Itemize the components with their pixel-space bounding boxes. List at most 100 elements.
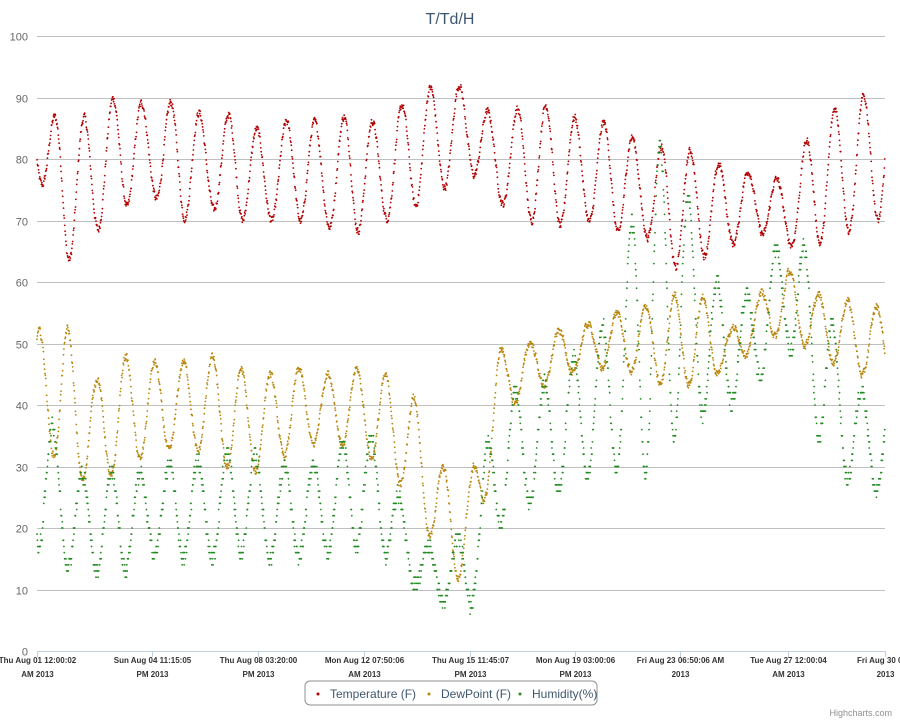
data-point	[418, 189, 421, 192]
data-point	[496, 365, 499, 367]
data-point	[70, 345, 72, 348]
data-point	[523, 357, 526, 360]
data-point	[521, 371, 524, 374]
data-point	[624, 178, 627, 181]
data-point	[310, 436, 313, 439]
data-point	[331, 216, 334, 219]
data-point	[208, 545, 211, 548]
data-point	[693, 358, 695, 361]
data-point	[825, 334, 828, 336]
data-point	[649, 228, 652, 231]
data-point	[296, 200, 298, 202]
data-point	[593, 197, 595, 200]
data-point	[51, 452, 54, 455]
data-point	[571, 124, 574, 127]
data-point	[771, 330, 773, 333]
data-point	[630, 373, 633, 376]
data-point	[64, 230, 66, 233]
data-point	[91, 398, 94, 400]
data-point	[372, 457, 374, 460]
data-point	[410, 177, 413, 180]
data-point	[198, 445, 201, 448]
data-point	[236, 527, 239, 529]
data-point	[640, 202, 643, 205]
data-point	[105, 160, 107, 163]
data-point	[582, 180, 585, 182]
data-point	[89, 521, 91, 523]
data-point	[105, 508, 107, 511]
data-point	[91, 183, 93, 186]
data-point	[400, 479, 403, 482]
data-point	[695, 333, 698, 336]
data-point	[301, 214, 304, 217]
data-point	[119, 387, 122, 390]
data-point	[233, 410, 236, 413]
data-point	[507, 375, 510, 377]
data-point	[373, 451, 376, 453]
data-point	[460, 570, 462, 572]
data-point	[120, 374, 123, 377]
data-point	[836, 119, 839, 122]
data-point	[750, 178, 753, 181]
data-point	[879, 215, 881, 218]
data-point	[87, 134, 89, 136]
data-point	[768, 313, 771, 316]
y-tick-label: 80	[16, 155, 28, 167]
data-point	[219, 411, 221, 414]
data-point	[188, 527, 190, 529]
data-point	[405, 130, 408, 133]
data-point	[192, 153, 194, 156]
data-point	[716, 166, 719, 169]
data-point	[218, 183, 221, 186]
y-tick-label: 20	[16, 524, 28, 536]
data-point	[199, 115, 202, 117]
data-point	[784, 290, 786, 292]
data-point	[419, 450, 422, 452]
data-point	[871, 323, 873, 326]
data-point	[188, 195, 191, 198]
data-point	[37, 330, 40, 333]
data-point	[172, 110, 175, 113]
data-point	[90, 177, 93, 180]
data-point	[327, 223, 330, 226]
data-point	[117, 409, 120, 412]
data-point	[680, 341, 683, 344]
data-point	[85, 126, 88, 129]
data-point	[454, 566, 456, 569]
data-point	[512, 128, 514, 131]
data-point	[57, 477, 60, 480]
data-point	[229, 452, 232, 455]
data-point	[87, 138, 90, 140]
data-point	[494, 384, 497, 387]
data-point	[776, 332, 778, 335]
data-point	[76, 178, 78, 181]
data-point	[442, 465, 445, 468]
data-point	[390, 414, 393, 417]
data-point	[663, 368, 666, 371]
data-point	[377, 153, 379, 155]
data-point	[796, 218, 798, 221]
data-point	[352, 199, 355, 202]
data-point	[130, 392, 133, 394]
data-point	[189, 400, 192, 403]
data-point	[423, 132, 425, 134]
data-point	[247, 192, 249, 195]
data-point	[870, 160, 873, 163]
data-point	[820, 299, 822, 301]
data-point	[140, 456, 143, 459]
data-point	[780, 308, 783, 311]
data-point	[424, 118, 427, 121]
data-point	[162, 158, 165, 161]
data-point	[178, 172, 180, 175]
data-point	[187, 383, 190, 386]
data-point	[277, 180, 279, 183]
y-tick-label: 100	[10, 32, 28, 44]
data-point	[125, 352, 128, 355]
data-point	[172, 431, 175, 434]
data-point	[648, 313, 650, 316]
data-point	[677, 263, 679, 265]
data-point	[843, 311, 846, 313]
data-point	[168, 102, 171, 105]
data-point	[539, 142, 542, 145]
data-point	[273, 208, 276, 211]
